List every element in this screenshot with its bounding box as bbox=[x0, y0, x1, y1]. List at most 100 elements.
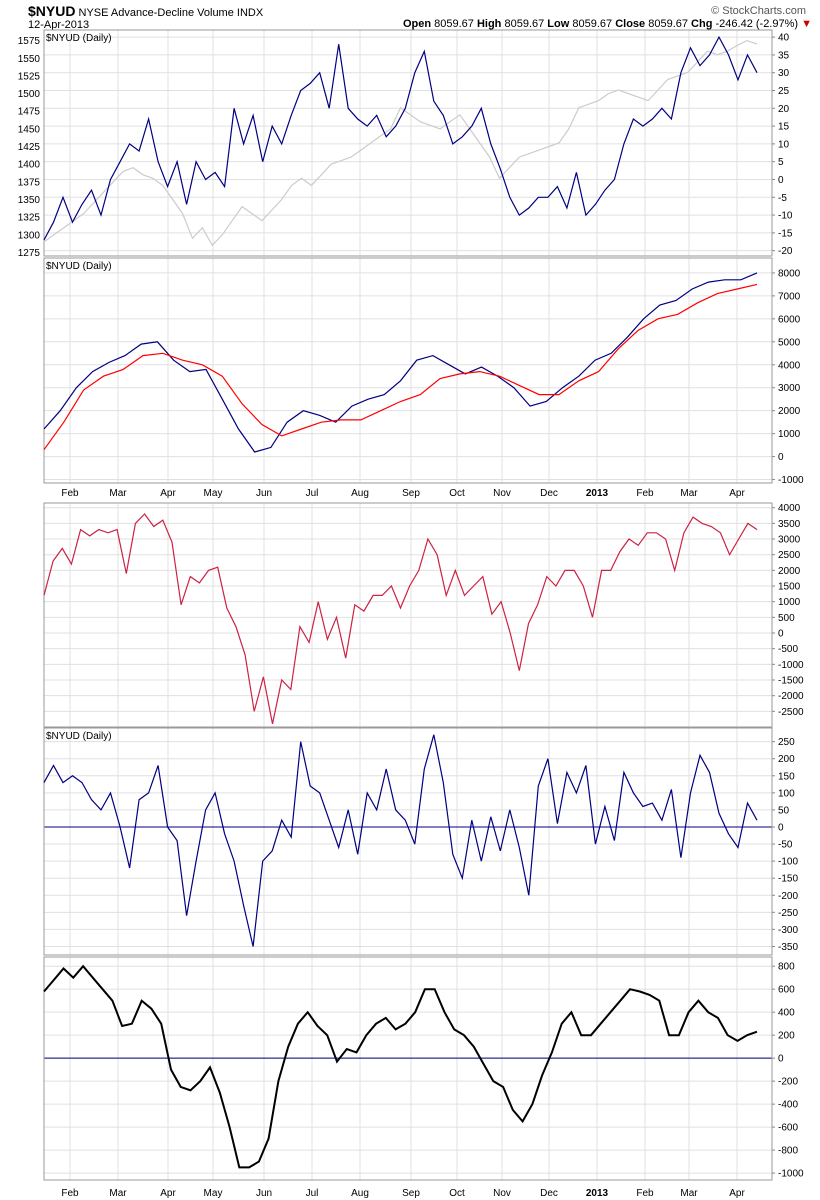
panel-frame bbox=[43, 257, 773, 484]
series-line-gray bbox=[43, 39, 758, 247]
right-tick-label: -350 bbox=[778, 942, 798, 953]
right-tick-label: 1000 bbox=[778, 597, 801, 608]
right-tick-label: -800 bbox=[778, 1146, 798, 1157]
month-label: Oct bbox=[449, 488, 465, 499]
right-tick-label: -250 bbox=[778, 908, 798, 919]
series-line-red bbox=[43, 283, 758, 451]
right-tick-label: 5 bbox=[778, 157, 784, 168]
right-tick-label: 150 bbox=[778, 771, 795, 782]
low-label: Low bbox=[547, 18, 570, 30]
high-label: High bbox=[476, 18, 502, 30]
right-tick-label: -200 bbox=[778, 1077, 798, 1088]
symbol: $NYUD bbox=[28, 3, 76, 19]
panel-frame bbox=[43, 29, 773, 257]
close-label: Close bbox=[615, 18, 646, 30]
left-tick-label: 1525 bbox=[18, 71, 41, 82]
right-tick-label: 8000 bbox=[778, 268, 801, 279]
month-label: Feb bbox=[61, 1188, 79, 1199]
high-value: 8059.67 bbox=[504, 18, 545, 30]
left-tick-label: 1350 bbox=[18, 195, 41, 206]
right-tick-label: 2500 bbox=[778, 550, 801, 561]
month-label: Dec bbox=[540, 488, 558, 499]
right-tick-label: 50 bbox=[778, 805, 790, 816]
series-line-crimson bbox=[43, 513, 758, 725]
right-tick-label: 2000 bbox=[778, 566, 801, 577]
panel-label: $NYUD (Daily) bbox=[46, 261, 112, 272]
series-line-black bbox=[43, 964, 758, 1169]
right-tick-label: 3500 bbox=[778, 519, 801, 530]
month-label: Oct bbox=[449, 1188, 465, 1199]
right-tick-label: 1500 bbox=[778, 582, 801, 593]
right-tick-label: 250 bbox=[778, 737, 795, 748]
close-value: 8059.67 bbox=[648, 18, 688, 30]
right-tick-label: 35 bbox=[778, 50, 790, 61]
right-tick-label: 1000 bbox=[778, 429, 801, 440]
low-value: 8059.67 bbox=[572, 18, 613, 30]
right-tick-label: 0 bbox=[778, 629, 784, 640]
month-label: Jul bbox=[306, 1188, 319, 1199]
right-tick-label: 25 bbox=[778, 86, 790, 97]
right-tick-label: -200 bbox=[778, 891, 798, 902]
right-tick-label: -2000 bbox=[778, 691, 804, 702]
right-tick-label: 4000 bbox=[778, 360, 801, 371]
month-label: Dec bbox=[540, 1188, 558, 1199]
right-tick-label: -5 bbox=[778, 193, 787, 204]
month-label: Jun bbox=[256, 1188, 272, 1199]
right-tick-label: 0 bbox=[778, 1054, 784, 1065]
right-tick-label: -15 bbox=[778, 228, 793, 239]
chart-title: $NYUD NYSE Advance-Decline Volume INDX bbox=[28, 3, 263, 19]
right-tick-label: 200 bbox=[778, 754, 795, 765]
right-tick-label: 15 bbox=[778, 122, 790, 133]
right-tick-label: -600 bbox=[778, 1123, 798, 1134]
month-label: Apr bbox=[160, 1188, 176, 1199]
month-label: Sep bbox=[402, 1188, 420, 1199]
open-label: Open bbox=[402, 18, 432, 30]
month-label: 2013 bbox=[586, 1188, 609, 1199]
month-label: Feb bbox=[636, 1188, 654, 1199]
right-tick-label: -1000 bbox=[778, 1169, 804, 1180]
month-label: Mar bbox=[680, 1188, 698, 1199]
index-name: NYSE Advance-Decline Volume INDX bbox=[78, 7, 264, 19]
month-label: Mar bbox=[680, 488, 698, 499]
right-tick-label: 20 bbox=[778, 104, 790, 115]
left-tick-label: 1275 bbox=[18, 248, 41, 259]
chg-label: Chg bbox=[691, 18, 713, 30]
left-tick-label: 1500 bbox=[18, 89, 41, 100]
left-tick-label: 1400 bbox=[18, 160, 41, 171]
right-tick-label: -50 bbox=[778, 840, 793, 851]
month-label: 2013 bbox=[586, 488, 609, 499]
month-label: Feb bbox=[636, 488, 654, 499]
right-tick-label: 800 bbox=[778, 962, 795, 973]
right-tick-label: -2500 bbox=[778, 707, 804, 718]
left-tick-label: 1425 bbox=[18, 142, 41, 153]
right-tick-label: 200 bbox=[778, 1031, 795, 1042]
right-tick-label: 400 bbox=[778, 1008, 795, 1019]
left-tick-label: 1375 bbox=[18, 177, 41, 188]
right-tick-label: 7000 bbox=[778, 291, 801, 302]
month-label: Feb bbox=[61, 488, 79, 499]
right-tick-label: -150 bbox=[778, 874, 798, 885]
month-label: Nov bbox=[493, 1188, 511, 1199]
right-tick-label: -400 bbox=[778, 1100, 798, 1111]
right-tick-label: 4000 bbox=[778, 503, 801, 514]
right-tick-label: 3000 bbox=[778, 383, 801, 394]
month-label: Nov bbox=[493, 488, 511, 499]
panel-frame bbox=[43, 956, 773, 1181]
panel-frame bbox=[43, 727, 773, 956]
right-tick-label: 0 bbox=[778, 822, 784, 833]
open-value: 8059.67 bbox=[434, 18, 474, 30]
left-tick-label: 1575 bbox=[18, 36, 41, 47]
month-label: May bbox=[204, 488, 223, 499]
series-line-navy bbox=[43, 272, 758, 453]
right-tick-label: 2000 bbox=[778, 406, 801, 417]
right-tick-label: -10 bbox=[778, 211, 793, 222]
month-label: Aug bbox=[351, 1188, 369, 1199]
left-tick-label: 1325 bbox=[18, 213, 41, 224]
right-tick-label: 30 bbox=[778, 68, 790, 79]
left-tick-label: 1450 bbox=[18, 124, 41, 135]
month-label: Mar bbox=[109, 1188, 127, 1199]
right-tick-label: -20 bbox=[778, 246, 793, 257]
right-tick-label: 0 bbox=[778, 452, 784, 463]
